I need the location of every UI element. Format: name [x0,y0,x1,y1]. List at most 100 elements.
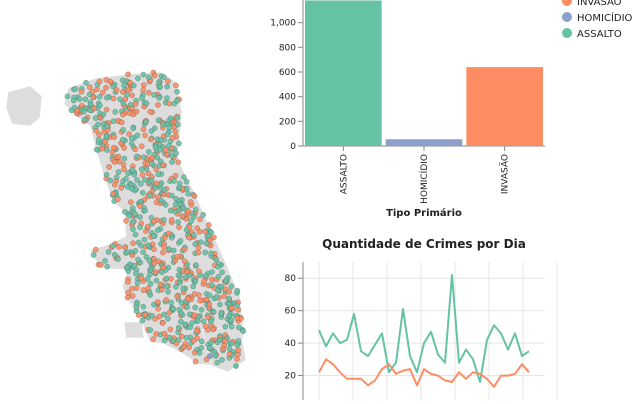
map-point [144,223,151,230]
map-point [81,108,87,115]
map-point [153,180,160,187]
map-point [218,309,224,316]
map-point [155,117,162,124]
map-point [140,126,147,133]
map-point [161,311,167,318]
map-point [205,314,211,320]
map-point [203,273,209,279]
map-point [132,211,138,217]
map-point [175,219,181,225]
map-point [138,242,144,249]
map-point [153,199,160,206]
map-point [226,295,232,302]
legend-item-homicidio[interactable]: HOMICÍDIO [562,12,632,26]
map-point [202,323,209,330]
map-point [184,269,190,275]
map-point [148,214,155,221]
map-point [208,339,214,346]
map-point [160,249,166,256]
map-point [234,315,241,321]
crime-map-svg [5,69,247,373]
map-point [228,323,235,330]
map-point [115,169,122,175]
line-y-tick-label: 20 [285,372,297,382]
map-point [226,351,233,357]
map-point [211,234,217,241]
map-point [163,283,170,289]
bar-x-tick-label: HOMICÍDIO [418,154,430,204]
map-point [176,140,182,147]
map-point [142,132,148,139]
map-point [145,285,151,292]
map-point [179,333,185,340]
map-point [129,92,135,99]
map-point [120,136,126,143]
map-point [176,280,183,286]
map-point [143,119,149,125]
map-point [189,320,195,326]
map-point [110,145,117,151]
map-point [139,95,145,101]
line-chart-svg: Quantidade de Crimes por Dia 20 40 60 80 [285,237,558,400]
map-point [107,177,114,184]
map-point [185,191,191,197]
map-point [123,218,129,224]
map-point [64,93,71,100]
line-series-0 [318,274,530,383]
map-point [192,304,198,311]
map-point [117,96,123,102]
map-point [141,82,147,88]
map-point [143,100,150,107]
map-point [187,311,193,318]
map-point [129,167,136,173]
map-point [83,79,89,86]
map-point [148,128,155,134]
map-point [213,256,219,263]
bar-y-tick-label: 600 [279,68,296,78]
map-point [206,292,213,298]
map-point [130,82,137,89]
map-point [151,92,157,98]
map-point [185,208,192,214]
map-point [170,247,177,254]
map-point [122,244,128,251]
map-point [116,244,122,250]
map-point [192,206,199,213]
map-point [217,337,223,343]
map-point [226,312,232,319]
map-point [123,175,129,182]
map-point [150,233,157,239]
map-point [183,335,190,341]
map-point [226,345,233,352]
map-point [116,158,122,165]
map-point [145,170,152,177]
map-point [103,171,110,178]
map-point [163,275,170,282]
map-point [113,87,120,93]
map-point [133,186,139,193]
map-point [137,203,143,209]
legend-item-assalto[interactable]: ASSALTO [562,28,622,42]
map-point [110,118,117,124]
map-region-3 [123,321,145,339]
map-point [96,94,103,100]
bar-x-axis-title: Tipo Primário [386,207,462,219]
map-point [74,107,81,114]
map-point [140,287,147,293]
map-point [187,199,194,205]
legend-item-invasao[interactable]: INVASÃO [562,0,622,10]
map-point [119,77,126,83]
map-point [82,96,89,102]
map-point [194,318,201,324]
map-point [149,160,155,167]
map-point [122,209,128,215]
map-point [97,262,104,268]
map-point [140,71,147,78]
map-point [163,151,170,158]
map-point [92,115,99,121]
map-point [118,185,124,191]
map-point [173,284,179,290]
map-point [175,159,182,165]
map-point [181,174,187,180]
map-point [112,109,118,115]
